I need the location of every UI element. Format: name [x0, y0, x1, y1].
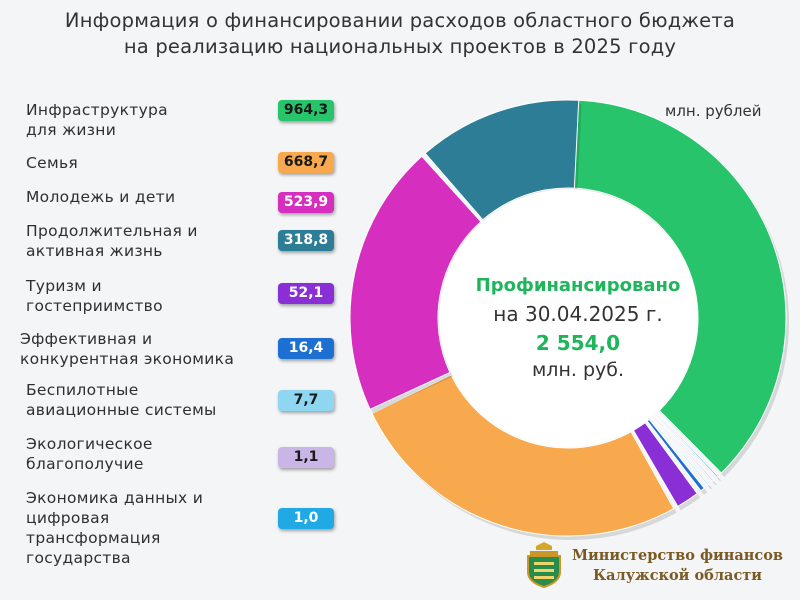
legend-label-line: Семья [26, 154, 79, 172]
legend-label-line: трансформация [26, 529, 161, 547]
legend-label: Семья [26, 153, 78, 173]
legend-label-line: Туризм и [26, 277, 102, 295]
legend-label: Эффективная и конкурентная экономика [20, 329, 234, 369]
legend-label-line: цифровая [26, 509, 110, 527]
donut-slice [424, 99, 580, 221]
donut-slice [371, 374, 675, 537]
value-badge: 52,1 [278, 283, 334, 304]
legend-label-line: Экологическое [26, 435, 153, 453]
legend-label-line: Продолжительная и [26, 222, 198, 240]
center-total-value: 2 554,0 [535, 331, 621, 355]
donut-slice [650, 416, 710, 487]
value-badge: 16,4 [278, 338, 334, 359]
center-total-unit: млн. руб. [531, 359, 625, 381]
center-date: на 30.04.2025 г. [493, 302, 663, 326]
legend-label-line: активная жизнь [26, 242, 163, 260]
legend-label-line: Инфраструктура [26, 101, 168, 119]
value-badge: 964,3 [278, 100, 334, 121]
donut-slice [632, 421, 698, 508]
title-line-2: на реализацию национальных проектов в 20… [123, 35, 677, 58]
legend-label-line: авиационные системы [26, 401, 217, 419]
page-title: Информация о финансировании расходов обл… [0, 8, 800, 60]
ministry-line-1: Министерство финансов [572, 547, 783, 564]
value-badge: 318,8 [278, 230, 334, 251]
coat-of-arms-icon [527, 542, 561, 588]
legend-label-line: государства [26, 549, 131, 567]
legend-label: Туризм и гостеприимство [26, 276, 163, 316]
value-badge: 1,1 [278, 447, 334, 468]
ministry-line-2: Калужской области [592, 567, 763, 584]
value-badge: 668,7 [278, 152, 334, 173]
legend-label: Беспилотные авиационные системы [26, 380, 217, 420]
donut-slice [568, 99, 787, 474]
value-badge: 523,9 [278, 192, 334, 213]
donut-slice [653, 414, 715, 483]
value-badge: 7,7 [278, 390, 334, 411]
legend-label-line: Экономика данных и [26, 489, 204, 507]
ministry-caption: Министерство финансов Калужской области [572, 546, 783, 586]
legend-label-line: Молодежь и дети [26, 188, 176, 206]
center-caption: Профинансировано [475, 275, 681, 296]
legend-label: Экологическое благополучие [26, 434, 153, 474]
legend-label-line: для жизни [26, 121, 117, 139]
legend-label-line: конкурентная экономика [20, 350, 235, 368]
donut-slice [656, 411, 719, 478]
donut-slice [349, 155, 482, 410]
legend-label: Продолжительная и активная жизнь [26, 221, 198, 261]
legend-label: Экономика данных и цифровая трансформация г… [26, 488, 203, 568]
legend-label-line: Эффективная и [20, 330, 153, 348]
legend-label: Молодежь и дети [26, 187, 175, 207]
donut-slice [646, 418, 705, 492]
title-line-1: Информация о финансировании расходов обл… [64, 9, 736, 32]
legend-label: Инфраструктура для жизни [26, 100, 168, 140]
legend-label-line: гостеприимство [26, 297, 163, 315]
legend-label-line: благополучие [26, 455, 144, 473]
legend-label-line: Беспилотные [26, 381, 139, 399]
donut-center [439, 189, 697, 447]
unit-label: млн. рублей [665, 102, 762, 120]
value-badge: 1,0 [278, 508, 334, 529]
